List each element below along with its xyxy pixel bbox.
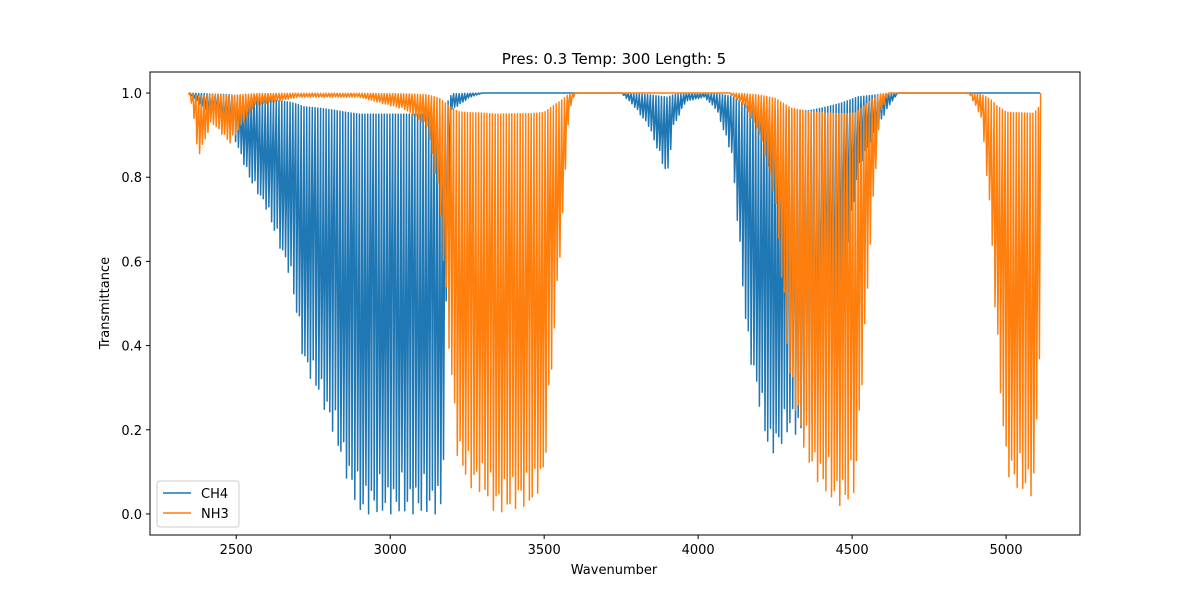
series-line-nh3 bbox=[187, 92, 1042, 513]
chart-title: Pres: 0.3 Temp: 300 Length: 5 bbox=[502, 50, 726, 68]
legend-label-ch4: CH4 bbox=[201, 487, 228, 502]
y-tick-label: 0.0 bbox=[121, 508, 142, 523]
series-layer bbox=[187, 92, 1042, 515]
x-tick-label: 4500 bbox=[836, 543, 869, 558]
y-axis-label: Transmittance bbox=[98, 257, 113, 350]
y-tick-label: 0.8 bbox=[121, 171, 142, 186]
y-tick-label: 0.4 bbox=[121, 340, 142, 355]
axes-frame bbox=[149, 71, 1081, 536]
x-tick-label: 3000 bbox=[374, 543, 407, 558]
axes-layer: 2500 3000 3500 4000 4500 5000 0.0 0.2 0.4 0.6 0.8 1… bbox=[121, 71, 1081, 558]
x-tick-label: 5000 bbox=[990, 543, 1023, 558]
x-tick-label: 3500 bbox=[528, 543, 561, 558]
y-tick-label: 0.6 bbox=[121, 255, 142, 270]
x-tick-label: 4000 bbox=[682, 543, 715, 558]
x-tick-label: 2500 bbox=[220, 543, 253, 558]
y-tick-label: 1.0 bbox=[121, 87, 142, 102]
x-axis-label: Wavenumber bbox=[571, 563, 658, 578]
legend-label-nh3: NH3 bbox=[201, 507, 229, 522]
y-tick-label: 0.2 bbox=[121, 424, 142, 439]
